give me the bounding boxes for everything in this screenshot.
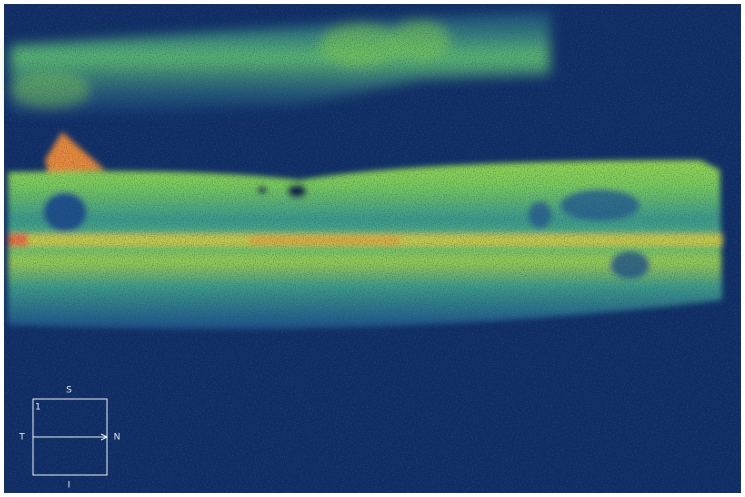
scan-number: 1 <box>35 403 41 413</box>
arrow-head <box>100 433 109 441</box>
label-nasal: N <box>114 433 121 443</box>
orientation-box <box>32 398 109 476</box>
speckle-highlights <box>4 4 741 493</box>
label-superior: S <box>66 386 72 396</box>
label-temporal: T <box>18 433 25 443</box>
label-inferior: I <box>68 481 71 491</box>
